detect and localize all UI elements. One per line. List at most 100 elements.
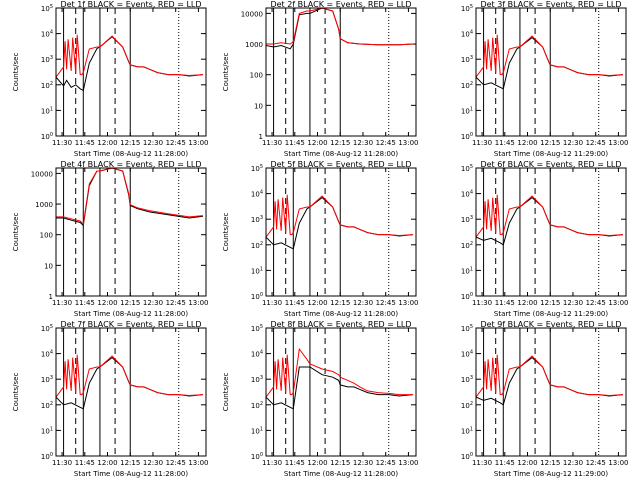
x-tick-label: 12:45 [586,139,606,147]
x-tick-label: 11:45 [285,299,305,307]
y-tick-label: 102 [41,401,53,410]
series-line-lld [266,194,414,238]
x-axis-label: Start Time (08-Aug-12 11:28:00) [284,310,398,318]
y-tick-label: 100 [461,452,473,461]
x-tick-label: 12:00 [307,459,327,467]
panel-3: Det 3f BLACK = Events, RED = LLD Start Ti… [461,0,629,158]
x-tick-label: 12:15 [540,299,560,307]
x-tick-label: 12:45 [166,459,186,467]
x-axis-label: Start Time (08-Aug-12 11:28:00) [74,310,188,318]
x-tick-label: 12:45 [586,459,606,467]
y-tick-label: 100 [251,292,263,301]
x-tick-label: 12:00 [307,299,327,307]
x-tick-label: 12:00 [517,459,537,467]
x-tick-label: 13:00 [608,459,628,467]
x-axis-label: Start Time (08-Aug-12 11:28:00) [74,470,188,478]
x-tick-label: 12:15 [120,299,140,307]
series-line-lld [476,194,624,238]
y-tick-label: 101 [461,426,473,435]
y-tick-label: 104 [41,350,53,359]
x-tick-label: 11:45 [285,139,305,147]
x-tick-label: 12:15 [540,459,560,467]
plot-frame [55,167,207,297]
y-tick-label: 101 [461,106,473,115]
y-tick-label: 104 [41,30,53,39]
panel-8: Det 8f BLACK = Events, RED = LLD Counts/s… [222,320,419,478]
y-tick-label: 103 [41,375,53,384]
series-line-events [266,366,414,410]
y-tick-label: 102 [251,401,263,410]
panel-title: Det 2f BLACK = Events, RED = LLD [270,0,411,9]
y-tick-label: 104 [251,190,263,199]
y-tick-label: 103 [251,375,263,384]
x-tick-label: 12:45 [376,459,396,467]
y-axis-label: Counts/sec [222,53,230,92]
x-tick-label: 12:45 [376,299,396,307]
y-tick-label: 101 [41,106,53,115]
panel-title: Det 9f BLACK = Events, RED = LLD [480,320,621,329]
y-tick-label: 1000 [35,201,53,209]
panel-title: Det 8f BLACK = Events, RED = LLD [270,320,411,329]
y-tick-label: 105 [461,324,473,333]
x-tick-label: 13:00 [398,459,418,467]
y-tick-label: 105 [251,164,263,173]
y-tick-label: 1 [49,293,53,301]
plot-frame [475,167,627,297]
y-tick-label: 103 [251,215,263,224]
y-tick-label: 104 [461,30,473,39]
x-axis-label: Start Time (08-Aug-12 11:29:00) [494,470,608,478]
y-tick-label: 105 [461,164,473,173]
x-tick-label: 11:45 [495,459,515,467]
y-tick-label: 101 [251,266,263,275]
y-tick-label: 10000 [241,10,263,18]
x-tick-label: 11:30 [262,139,282,147]
x-tick-label: 12:30 [353,459,373,467]
x-tick-label: 12:15 [120,139,140,147]
y-tick-label: 105 [41,324,53,333]
x-tick-label: 12:00 [97,459,117,467]
panel-title: Det 5f BLACK = Events, RED = LLD [270,160,411,169]
x-axis-label: Start Time (08-Aug-12 11:28:00) [74,150,188,158]
y-tick-label: 102 [251,241,263,250]
series-line-lld [266,8,414,46]
series-line-lld [476,34,624,78]
y-axis-label: Counts/sec [222,213,230,252]
y-tick-label: 100 [251,452,263,461]
x-tick-label: 13:00 [188,299,208,307]
x-tick-label: 12:30 [353,139,373,147]
y-tick-label: 100 [250,72,263,80]
panel-title: Det 1f BLACK = Events, RED = LLD [60,0,201,9]
y-tick-label: 10 [44,262,53,270]
x-tick-label: 12:00 [97,139,117,147]
y-tick-label: 101 [41,426,53,435]
plot-frame [265,7,417,137]
panel-5: Det 5f BLACK = Events, RED = LLD Counts/s… [222,160,419,318]
x-tick-label: 12:15 [330,139,350,147]
panel-4: Det 4f BLACK = Events, RED = LLD Counts/s… [12,160,209,318]
x-tick-label: 11:45 [75,139,95,147]
x-tick-label: 12:30 [143,459,163,467]
x-axis-label: Start Time (08-Aug-12 11:29:00) [494,310,608,318]
y-tick-label: 100 [41,132,53,141]
panel-6: Det 6f BLACK = Events, RED = LLD Start Ti… [461,160,629,318]
x-tick-label: 12:30 [563,139,583,147]
plot-frame [265,327,417,457]
y-tick-label: 105 [461,4,473,13]
x-tick-label: 12:00 [97,299,117,307]
x-tick-label: 11:45 [75,459,95,467]
x-tick-label: 13:00 [398,299,418,307]
x-tick-label: 13:00 [608,139,628,147]
x-tick-label: 13:00 [398,139,418,147]
x-tick-label: 12:15 [330,299,350,307]
plot-frame [55,7,207,137]
x-tick-label: 12:45 [166,139,186,147]
y-tick-label: 100 [461,292,473,301]
y-tick-label: 10 [254,102,263,110]
series-line-lld [56,168,204,226]
x-tick-label: 12:45 [586,299,606,307]
panel-title: Det 6f BLACK = Events, RED = LLD [480,160,621,169]
panel-9: Det 9f BLACK = Events, RED = LLD Start Ti… [461,320,629,478]
x-tick-label: 12:30 [563,299,583,307]
x-tick-label: 13:00 [608,299,628,307]
x-axis-label: Start Time (08-Aug-12 11:29:00) [494,150,608,158]
